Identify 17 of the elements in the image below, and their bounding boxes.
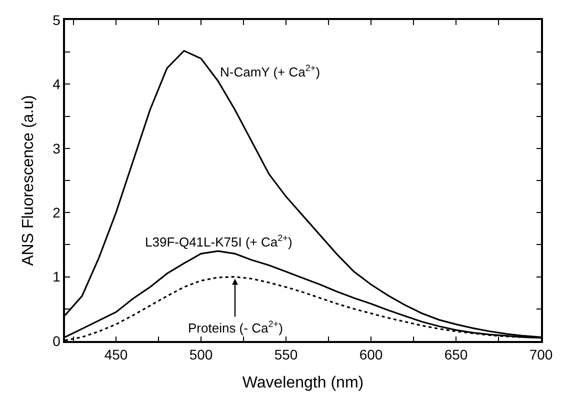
x-tick-label: 450 [104,346,128,363]
y-tick-label: 3 [52,140,61,156]
text: Proteins (- Ca$^{2+}$) [188,319,283,336]
y-tick-label: 0 [52,332,61,349]
series-label: N-CamY (+ Ca$^{2+}$) [220,63,320,80]
x-tick-label: 500 [189,346,213,363]
x-tick-label: 700 [529,346,553,363]
y-tick-label: 5 [52,12,61,28]
y-tick-label: 2 [52,204,61,220]
x-tick-label: 550 [274,346,298,363]
y-axis-title: ANS Fluorescence (a.u) [20,95,38,266]
x-tick-label: 600 [359,346,383,363]
x-tick-label: 650 [444,346,468,363]
y-tick-label: 1 [52,268,61,285]
x-axis-title: Wavelength (nm) [242,374,364,392]
series-label: L39F-Q41L-K75I (+ Ca$^{2+}$) [145,233,292,250]
y-tick-label: 4 [52,76,61,92]
